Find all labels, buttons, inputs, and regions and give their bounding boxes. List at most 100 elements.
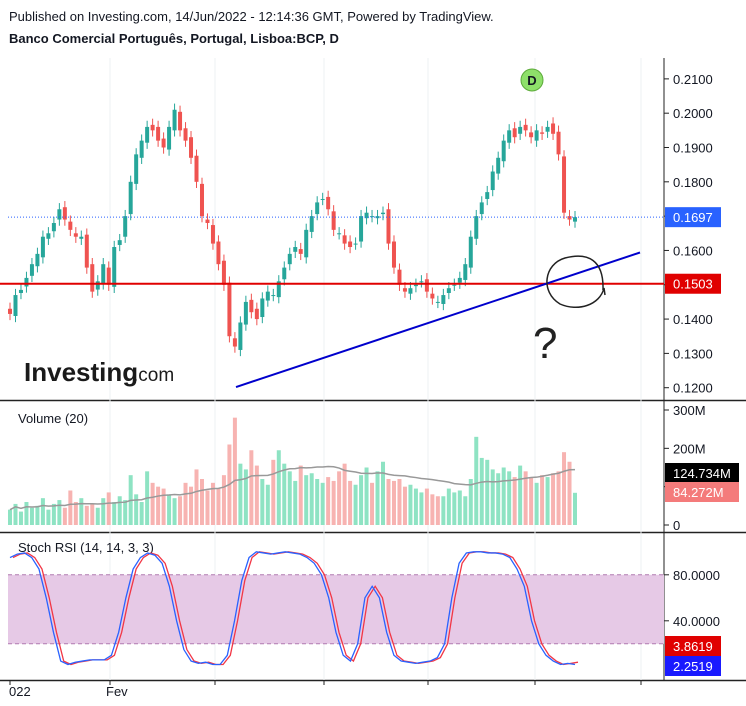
volume-bar bbox=[260, 479, 265, 525]
volume-last-value: 84.272M bbox=[673, 485, 724, 500]
volume-ma-tag bbox=[665, 463, 739, 483]
candle-body bbox=[370, 216, 375, 218]
candle-body bbox=[551, 123, 556, 134]
volume-bar bbox=[435, 496, 440, 525]
candle-body bbox=[474, 216, 479, 239]
volume-bar bbox=[106, 492, 111, 525]
volume-bar bbox=[95, 507, 100, 525]
stoch-d-value: 3.8619 bbox=[673, 639, 713, 654]
candle-body bbox=[167, 126, 172, 150]
candle-body bbox=[446, 288, 451, 293]
candle-body bbox=[79, 236, 84, 239]
candle-body bbox=[540, 132, 545, 134]
candle-body bbox=[189, 137, 194, 158]
candle-body bbox=[287, 253, 292, 265]
volume-bar bbox=[13, 503, 18, 525]
volume-bar bbox=[84, 505, 89, 525]
last-price-label: 0.1697 bbox=[673, 210, 713, 225]
support-tag bbox=[665, 273, 721, 294]
volume-bar bbox=[232, 417, 237, 525]
volume-bar bbox=[8, 509, 12, 525]
candle-body bbox=[139, 140, 144, 158]
stoch-tick-label: 40.0000 bbox=[673, 614, 720, 629]
volume-bar bbox=[386, 479, 391, 525]
volume-bar bbox=[479, 457, 484, 525]
volume-bar bbox=[35, 505, 40, 525]
volume-bar bbox=[381, 461, 386, 525]
volume-bar bbox=[123, 500, 128, 525]
volume-bar bbox=[161, 488, 166, 525]
candle-body bbox=[172, 109, 177, 131]
candle-body bbox=[210, 225, 215, 244]
candle-body bbox=[485, 192, 490, 199]
candle-body bbox=[331, 211, 336, 230]
investing-logo: Investing .com bbox=[24, 357, 174, 387]
candle-body bbox=[183, 128, 188, 141]
candle-body bbox=[298, 249, 303, 254]
time-tick-label: 022 bbox=[9, 684, 31, 699]
candle-body bbox=[381, 212, 386, 215]
volume-bar bbox=[391, 480, 396, 525]
support-label: 0.1503 bbox=[673, 277, 713, 292]
price-tick-labels: 0.12000.13000.14000.15000.16000.17000.18… bbox=[664, 72, 713, 396]
candle-body bbox=[216, 241, 221, 265]
candle-body bbox=[512, 128, 517, 138]
candle-body bbox=[457, 277, 462, 283]
candle-body bbox=[496, 157, 501, 174]
candle-body bbox=[8, 308, 12, 314]
candle-body bbox=[35, 253, 40, 267]
volume-bar bbox=[150, 482, 155, 525]
volume-bar bbox=[40, 498, 45, 525]
volume-bar bbox=[529, 477, 534, 525]
candle-body bbox=[243, 301, 248, 325]
candle-body bbox=[424, 279, 429, 292]
candle-body bbox=[320, 198, 325, 200]
volume-bar bbox=[293, 480, 298, 525]
volume-bar bbox=[551, 473, 556, 525]
candle-body bbox=[90, 264, 95, 292]
volume-bar bbox=[573, 492, 577, 525]
volume-bar bbox=[309, 473, 314, 525]
candle-body bbox=[490, 171, 495, 191]
volume-label: Volume (20) bbox=[18, 411, 88, 426]
candle-body bbox=[391, 241, 396, 268]
volume-bar bbox=[249, 450, 254, 525]
volume-bar bbox=[194, 469, 199, 525]
candle-body bbox=[68, 221, 73, 230]
candle-body bbox=[337, 233, 342, 235]
volume-bar bbox=[457, 490, 462, 525]
volume-bar bbox=[446, 488, 451, 525]
candle-body bbox=[304, 229, 309, 258]
published-line: Published on Investing.com, 14/Jun/2022 … bbox=[9, 9, 494, 24]
candle-body bbox=[95, 281, 100, 290]
candle-body bbox=[232, 338, 237, 347]
candle-body bbox=[84, 234, 89, 268]
candle-body bbox=[271, 295, 276, 297]
volume-bar bbox=[518, 465, 523, 525]
candle-body bbox=[507, 130, 512, 143]
volume-bar bbox=[79, 498, 84, 525]
candle-body bbox=[523, 124, 528, 131]
candle-body bbox=[359, 216, 364, 242]
volume-bar bbox=[512, 477, 517, 525]
volume-bar bbox=[402, 486, 407, 525]
volume-bar bbox=[523, 471, 528, 525]
volume-bar bbox=[501, 467, 506, 525]
volume-bar bbox=[18, 511, 23, 525]
dividend-marker-label: D bbox=[527, 73, 536, 88]
candle-body bbox=[348, 241, 353, 248]
candle-body bbox=[123, 216, 128, 237]
volume-bar bbox=[474, 436, 479, 525]
volume-bar bbox=[315, 479, 320, 525]
volume-bar bbox=[562, 452, 567, 525]
volume-bar bbox=[276, 450, 281, 525]
candle-body bbox=[128, 181, 133, 215]
candle-body bbox=[342, 235, 347, 244]
volume-ma-value: 124.734M bbox=[673, 466, 731, 481]
volume-bar bbox=[452, 492, 457, 525]
volume-ma-line bbox=[9, 465, 576, 511]
volume-bar bbox=[304, 475, 309, 525]
candle-body bbox=[117, 240, 122, 245]
candle-body bbox=[199, 183, 204, 217]
